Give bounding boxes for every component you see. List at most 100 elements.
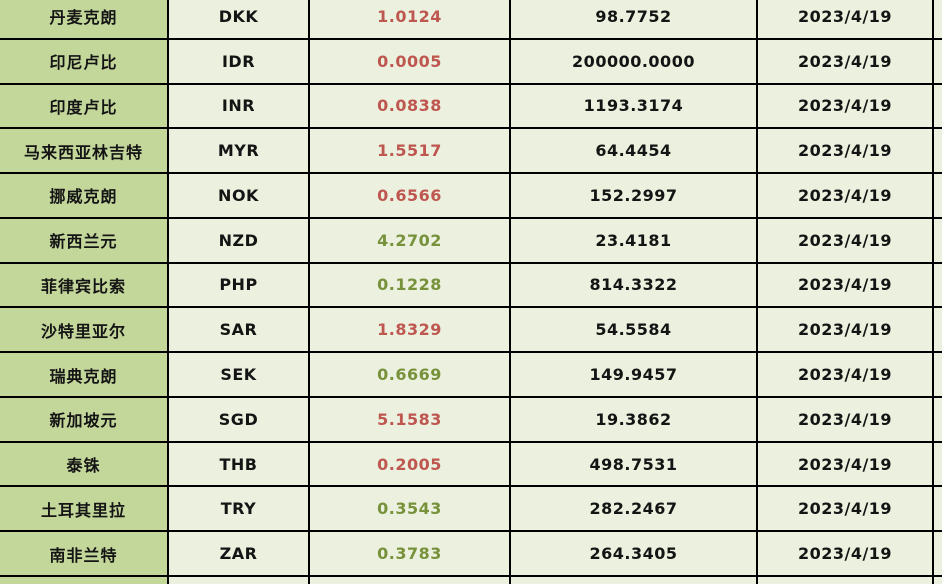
amount-cell: 282.2467 (511, 487, 758, 533)
amount-cell: 23.4181 (511, 218, 758, 264)
rate-cell: 1.0124 (310, 0, 511, 40)
currency-name-cell: 新加坡元 (0, 397, 169, 443)
clipped-next-column-cell (934, 39, 942, 85)
currency-name-cell: 菲律宾比索 (0, 263, 169, 309)
currency-code-cell: PHP (169, 263, 310, 309)
currency-name-cell: 马来西亚林吉特 (0, 129, 169, 175)
currency-name-cell: 印度卢比 (0, 84, 169, 130)
rate-cell: 0.6669 (310, 353, 511, 398)
currency-name-cell: 泰铢 (0, 442, 169, 488)
rate-cell: 0.2005 (310, 442, 511, 488)
currency-code-cell: NZD (169, 218, 310, 264)
currency-code-cell: IDR (169, 39, 310, 85)
amount-cell: 149.9457 (511, 353, 758, 398)
currency-name-cell: 新西兰元 (0, 218, 169, 264)
currency-code-cell-empty (169, 576, 310, 584)
currency-code-cell: THB (169, 442, 310, 488)
amount-cell: 498.7531 (511, 442, 758, 488)
table-row-partial (0, 576, 942, 584)
table-row: 南非兰特 ZAR 0.3783 264.3405 2023/4/19 (0, 532, 942, 577)
table-row: 马来西亚林吉特 MYR 1.5517 64.4454 2023/4/19 (0, 129, 942, 175)
currency-code-cell: MYR (169, 129, 310, 175)
rate-cell: 0.1228 (310, 263, 511, 309)
table-row: 丹麦克朗 DKK 1.0124 98.7752 2023/4/19 (0, 0, 942, 40)
amount-cell: 1193.3174 (511, 84, 758, 130)
currency-name-cell: 挪威克朗 (0, 174, 169, 219)
amount-cell: 64.4454 (511, 129, 758, 175)
date-cell: 2023/4/19 (758, 218, 934, 264)
currency-name-cell: 印尼卢比 (0, 39, 169, 85)
clipped-next-column-cell (934, 442, 942, 488)
table-row: 泰铢 THB 0.2005 498.7531 2023/4/19 (0, 442, 942, 488)
clipped-next-column-cell (934, 487, 942, 533)
clipped-next-column-cell (934, 308, 942, 354)
date-cell: 2023/4/19 (758, 129, 934, 175)
rate-cell: 0.0005 (310, 39, 511, 85)
clipped-next-column-cell (934, 218, 942, 264)
clipped-next-column-cell (934, 353, 942, 398)
amount-cell-empty (511, 576, 758, 584)
clipped-next-column-cell (934, 576, 942, 584)
amount-cell: 54.5584 (511, 308, 758, 354)
rate-cell-empty (310, 576, 511, 584)
rate-cell: 1.8329 (310, 308, 511, 354)
amount-cell: 98.7752 (511, 0, 758, 40)
rate-cell: 0.6566 (310, 174, 511, 219)
table-row: 新加坡元 SGD 5.1583 19.3862 2023/4/19 (0, 397, 942, 443)
clipped-next-column-cell (934, 0, 942, 40)
currency-code-cell: TRY (169, 487, 310, 533)
currency-code-cell: DKK (169, 0, 310, 40)
currency-code-cell: SEK (169, 353, 310, 398)
amount-cell: 814.3322 (511, 263, 758, 309)
date-cell-empty (758, 576, 934, 584)
rate-cell: 5.1583 (310, 397, 511, 443)
date-cell: 2023/4/19 (758, 308, 934, 354)
currency-name-cell: 丹麦克朗 (0, 0, 169, 40)
date-cell: 2023/4/19 (758, 174, 934, 219)
date-cell: 2023/4/19 (758, 39, 934, 85)
currency-name-cell: 土耳其里拉 (0, 487, 169, 533)
date-cell: 2023/4/19 (758, 84, 934, 130)
table-row: 菲律宾比索 PHP 0.1228 814.3322 2023/4/19 (0, 263, 942, 309)
rate-cell: 4.2702 (310, 218, 511, 264)
date-cell: 2023/4/19 (758, 397, 934, 443)
currency-name-cell: 沙特里亚尔 (0, 308, 169, 354)
currency-code-cell: SGD (169, 397, 310, 443)
clipped-next-column-cell (934, 84, 942, 130)
clipped-next-column-cell (934, 532, 942, 577)
date-cell: 2023/4/19 (758, 487, 934, 533)
rate-cell: 0.0838 (310, 84, 511, 130)
rate-cell: 0.3783 (310, 532, 511, 577)
date-cell: 2023/4/19 (758, 263, 934, 309)
date-cell: 2023/4/19 (758, 353, 934, 398)
table-row: 挪威克朗 NOK 0.6566 152.2997 2023/4/19 (0, 174, 942, 219)
rate-cell: 1.5517 (310, 129, 511, 175)
table-row: 土耳其里拉 TRY 0.3543 282.2467 2023/4/19 (0, 487, 942, 533)
currency-code-cell: NOK (169, 174, 310, 219)
currency-code-cell: SAR (169, 308, 310, 354)
clipped-next-column-cell (934, 263, 942, 309)
rate-cell: 0.3543 (310, 487, 511, 533)
amount-cell: 152.2997 (511, 174, 758, 219)
table-row: 瑞典克朗 SEK 0.6669 149.9457 2023/4/19 (0, 353, 942, 398)
clipped-next-column-cell (934, 129, 942, 175)
table-row: 印度卢比 INR 0.0838 1193.3174 2023/4/19 (0, 84, 942, 130)
date-cell: 2023/4/19 (758, 0, 934, 40)
table-row: 新西兰元 NZD 4.2702 23.4181 2023/4/19 (0, 218, 942, 264)
currency-name-cell: 瑞典克朗 (0, 353, 169, 398)
amount-cell: 19.3862 (511, 397, 758, 443)
amount-cell: 264.3405 (511, 532, 758, 577)
currency-name-cell: 南非兰特 (0, 532, 169, 577)
amount-cell: 200000.0000 (511, 39, 758, 85)
table-row: 印尼卢比 IDR 0.0005 200000.0000 2023/4/19 (0, 39, 942, 85)
clipped-next-column-cell (934, 397, 942, 443)
table-row: 沙特里亚尔 SAR 1.8329 54.5584 2023/4/19 (0, 308, 942, 354)
currency-code-cell: ZAR (169, 532, 310, 577)
date-cell: 2023/4/19 (758, 532, 934, 577)
clipped-next-column-cell (934, 174, 942, 219)
currency-code-cell: INR (169, 84, 310, 130)
date-cell: 2023/4/19 (758, 442, 934, 488)
currency-name-cell-empty (0, 576, 169, 584)
